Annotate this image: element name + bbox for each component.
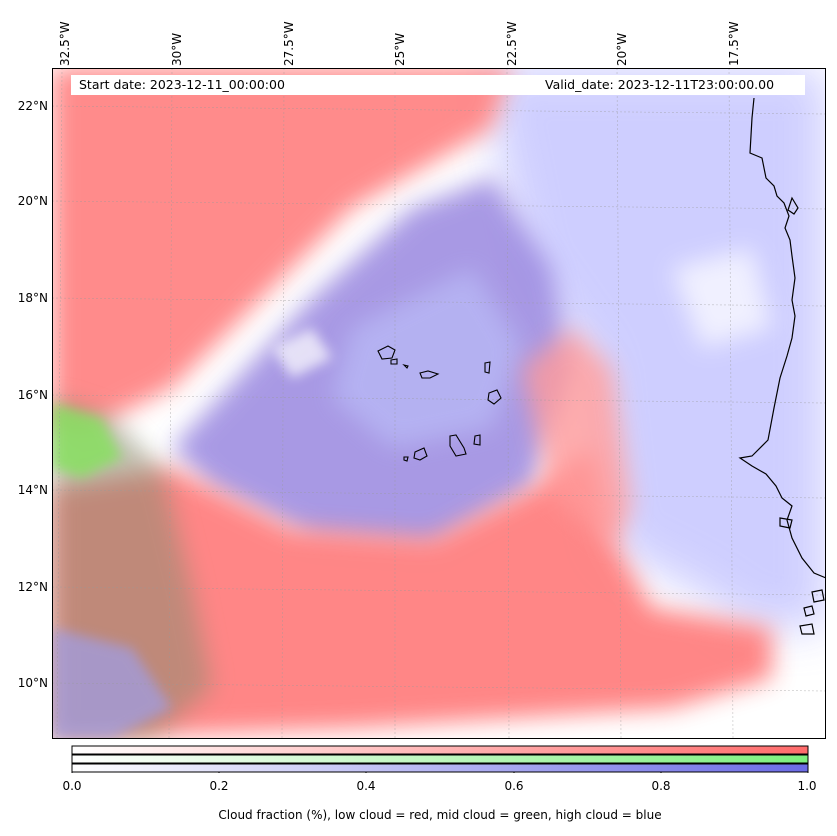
- clear-patch-east: [672, 248, 772, 348]
- annotation-strip: [71, 75, 805, 95]
- colorbar-low-cloud: [71, 745, 809, 755]
- cloud-fraction-map: [52, 68, 826, 739]
- gridlines: [52, 68, 826, 739]
- colorbar: [71, 745, 809, 773]
- lon-label-30w: 30°W: [170, 32, 184, 66]
- clear-patch-center: [272, 328, 332, 378]
- lon-label-20w: 20°W: [615, 32, 629, 66]
- lat-label-16n: 16°N: [17, 388, 48, 402]
- high-cloud-center: [332, 268, 522, 448]
- lat-label-12n: 12°N: [17, 580, 48, 594]
- colorbar-tick-1: 1.0: [797, 779, 817, 793]
- low-cloud-northwest: [52, 68, 512, 428]
- mid-cloud-green: [52, 403, 122, 478]
- cape-verde-islands: [377, 345, 502, 462]
- lat-label-18n: 18°N: [17, 291, 48, 305]
- lon-label-27-5w: 27.5°W: [282, 21, 296, 66]
- lon-label-17-5w: 17.5°W: [727, 21, 741, 66]
- africa-coastline: [738, 97, 826, 635]
- colorbar-mid-cloud: [71, 754, 809, 764]
- colorbar-tick-0: 0.0: [62, 779, 82, 793]
- map-border: [52, 68, 826, 739]
- valid-date-label: Valid_date: 2023-12-11T23:00:00.00: [545, 77, 775, 92]
- colorbar-tick-0-8: 0.8: [651, 779, 671, 793]
- lon-label-32-5w: 32.5°W: [58, 21, 72, 66]
- lon-label-22-5w: 22.5°W: [505, 21, 519, 66]
- colorbar-tick-0-4: 0.4: [356, 779, 376, 793]
- colorbar-ticks: [71, 772, 809, 773]
- colorbar-tick-0-6: 0.6: [504, 779, 524, 793]
- lon-label-25w: 25°W: [393, 32, 407, 66]
- lat-label-14n: 14°N: [17, 483, 48, 497]
- colorbar-title: Cloud fraction (%), low cloud = red, mid…: [218, 808, 662, 822]
- low-cloud-east-band: [522, 328, 632, 548]
- colorbar-tick-0-2: 0.2: [209, 779, 229, 793]
- lat-label-22n: 22°N: [17, 99, 48, 113]
- start-date-label: Start date: 2023-12-11_00:00:00: [79, 77, 285, 92]
- lat-label-20n: 20°N: [17, 194, 48, 208]
- colorbar-high-cloud: [71, 763, 809, 773]
- lat-label-10n: 10°N: [17, 676, 48, 690]
